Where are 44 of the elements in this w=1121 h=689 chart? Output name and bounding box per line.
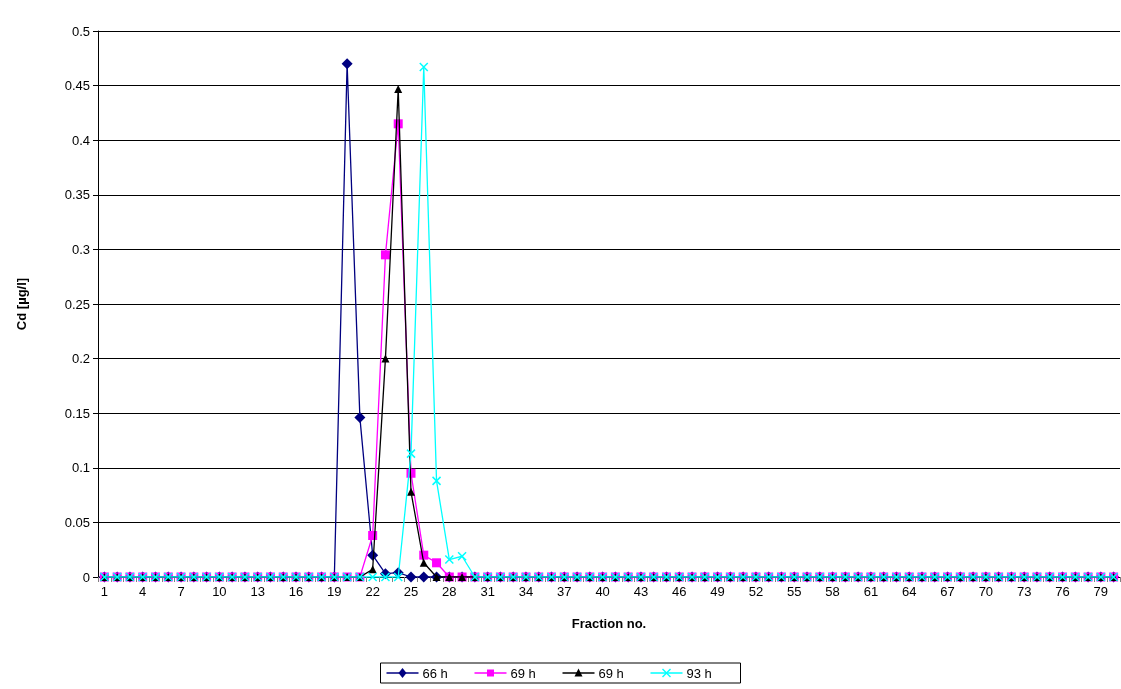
x-tick-label: 46 (672, 584, 687, 599)
x-tick-label: 16 (288, 584, 304, 599)
y-axis-title: Cd [µg/l] (14, 277, 29, 331)
y-tick-label: 0 (82, 569, 90, 585)
x-tick-label: 40 (595, 584, 610, 599)
y-tick-label: 0.5 (71, 23, 90, 39)
legend-label: 93 h (686, 665, 712, 681)
y-tick-label: 0.35 (64, 187, 90, 203)
x-tick-label: 79 (1093, 584, 1109, 599)
x-tick-label: 4 (139, 584, 147, 599)
x-axis-title: Fraction no. (571, 616, 647, 631)
x-tick-label: 55 (787, 584, 802, 599)
y-tick-label: 0.3 (71, 241, 90, 257)
x-tick-label: 31 (480, 584, 495, 599)
x-tick-label: 67 (940, 584, 955, 599)
x-tick-label: 7 (177, 584, 185, 599)
x-tick-label: 76 (1055, 584, 1070, 599)
legend-label: 69 h (598, 665, 624, 681)
x-tick-label: 58 (825, 584, 840, 599)
x-tick-label: 34 (518, 584, 534, 599)
x-tick-label: 22 (365, 584, 380, 599)
x-tick-label: 70 (978, 584, 994, 599)
y-tick-label: 0.05 (64, 514, 90, 530)
legend-label: 69 h (510, 665, 536, 681)
legend-label: 66 h (422, 665, 448, 681)
y-tick-label: 0.45 (64, 78, 90, 94)
x-tick-label: 73 (1016, 584, 1032, 599)
x-tick-label: 43 (633, 584, 649, 599)
x-tick-label: 28 (442, 584, 457, 599)
x-tick-label: 37 (557, 584, 572, 599)
y-tick-label: 0.15 (64, 405, 90, 421)
x-tick-label: 19 (327, 584, 342, 599)
x-tick-label: 10 (212, 584, 227, 599)
x-tick-label: 13 (250, 584, 265, 599)
x-tick-label: 64 (901, 584, 917, 599)
x-tick-label: 25 (403, 584, 419, 599)
y-tick-label: 0.2 (71, 351, 90, 367)
x-tick-label: 61 (863, 584, 879, 599)
x-tick-label: 1 (100, 584, 108, 599)
y-tick-label: 0.25 (64, 296, 90, 312)
y-tick-label: 0.1 (71, 460, 90, 476)
x-tick-label: 49 (710, 584, 725, 599)
y-tick-label: 0.4 (71, 132, 90, 148)
x-tick-label: 52 (748, 584, 764, 599)
